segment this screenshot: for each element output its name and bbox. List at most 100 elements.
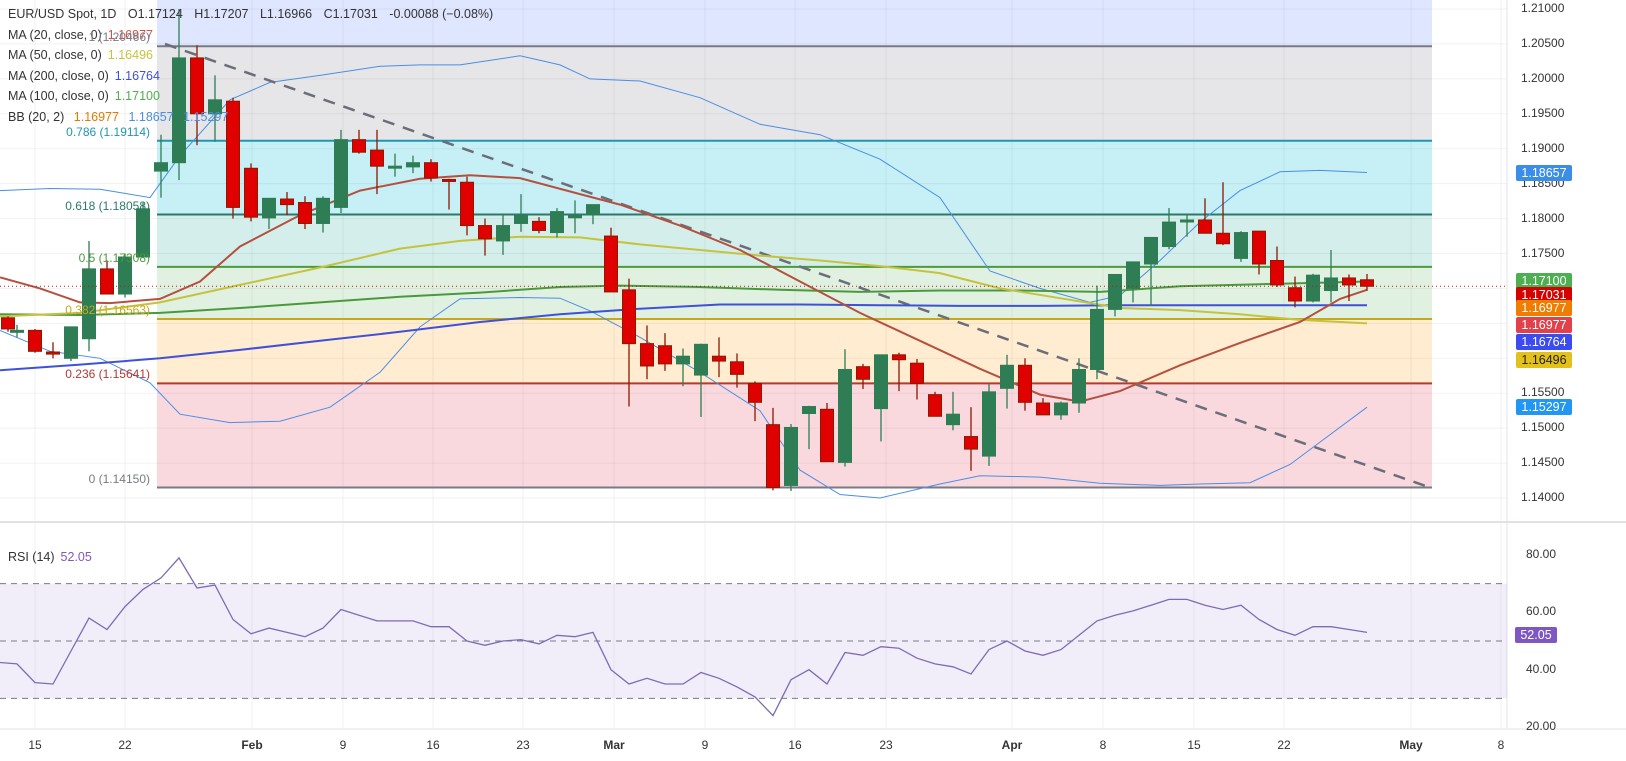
ma200-line: [0, 303, 1367, 372]
rsi-value: 52.05: [60, 550, 92, 564]
candle-bearish: [856, 366, 870, 380]
candle-bullish: [982, 391, 996, 457]
candle-bullish: [784, 426, 798, 486]
candle-bullish: [802, 406, 816, 414]
candle-bearish: [100, 268, 114, 295]
rsi-line: [0, 556, 1368, 717]
candle-bullish: [334, 139, 348, 208]
candle-bearish: [1270, 259, 1284, 286]
indicator-label: BB (20, 2): [8, 109, 65, 124]
indicator-label: MA (200, close, 0): [8, 68, 109, 83]
indicator-ma100[interactable]: MA (100, close, 0) 1.17100: [8, 86, 493, 107]
candle-bullish: [316, 197, 330, 224]
time-tick-label: Mar: [603, 738, 625, 752]
candle-bearish: [532, 220, 546, 231]
bb-upper-value: 1.18657: [128, 109, 174, 124]
time-tick-label: 9: [339, 738, 347, 752]
candle-bullish: [262, 197, 276, 219]
fib-level-label: 0.786 (1.19114): [66, 124, 150, 139]
price-tick-label: 1.20000: [1521, 70, 1565, 85]
symbol-title: EUR/USD Spot, 1D: [8, 7, 117, 21]
indicator-bb[interactable]: BB (20, 2) 1.16977 1.18657 1.15297: [8, 107, 493, 128]
fib-zone: [157, 140, 1432, 215]
candle-bullish: [838, 368, 852, 463]
close-value: C1.17031: [323, 7, 378, 21]
candle-bullish: [496, 225, 510, 242]
candle-bullish: [586, 204, 600, 215]
time-tick-label: Feb: [241, 738, 263, 752]
candle-bullish: [136, 208, 150, 258]
candle-bullish: [406, 162, 420, 168]
candle-bullish: [1090, 308, 1104, 370]
fib-level-label: 0.236 (1.15641): [65, 367, 150, 382]
candle-bearish: [712, 355, 726, 362]
price-tick-label: 1.18000: [1521, 210, 1565, 225]
indicator-ma200[interactable]: MA (200, close, 0) 1.16764: [8, 66, 493, 87]
indicator-label: MA (100, close, 0): [8, 89, 109, 103]
candle-bearish: [604, 235, 618, 293]
candle-bearish: [1198, 219, 1212, 234]
price-tick-label: 1.14500: [1521, 455, 1565, 470]
price-tick-label: 1.21000: [1521, 1, 1565, 15]
time-tick-label: 22: [1277, 738, 1291, 752]
candle-bearish: [658, 345, 672, 365]
trendline: [164, 42, 1431, 489]
time-tick-label: 23: [516, 738, 530, 752]
rsi-label: RSI (14): [8, 550, 55, 564]
candle-bearish: [730, 361, 744, 375]
candle-bearish: [640, 343, 654, 367]
indicator-ma20[interactable]: MA (20, close, 0) 1.16977: [8, 25, 493, 46]
candle-bearish: [1288, 287, 1302, 302]
candle-bearish: [748, 382, 762, 403]
candle-bullish: [694, 343, 708, 376]
fib-level-label: 0 (1.14150): [88, 471, 150, 486]
time-tick-label: 16: [426, 738, 440, 752]
ma50-line: [0, 235, 1368, 325]
candle-bearish: [460, 181, 474, 227]
change-value: -0.00088 (−0.08%): [389, 7, 494, 21]
fib-zone: [157, 46, 1432, 141]
indicator-value: 1.17100: [114, 89, 160, 103]
low-value: L1.16966: [259, 7, 313, 21]
time-tick-label: 8: [1497, 738, 1505, 752]
candle-bearish: [820, 408, 834, 463]
open-value: O1.17124: [127, 7, 183, 21]
time-tick-label: 15: [28, 738, 42, 752]
candle-bullish: [208, 99, 222, 115]
fib-level-label: 0.382 (1.16563): [65, 302, 150, 317]
rsi-tick-label: 60.00: [1526, 604, 1557, 619]
rsi-legend[interactable]: RSI (14) 52.05: [8, 550, 92, 564]
candle-bearish: [892, 354, 906, 361]
candle-bearish: [1216, 232, 1230, 245]
time-tick-label: May: [1399, 738, 1423, 752]
candle-bullish: [1306, 274, 1320, 302]
indicator-label: MA (50, close, 0): [8, 48, 102, 62]
candle-bearish: [28, 329, 42, 352]
candle-bullish: [1324, 277, 1338, 292]
candle-bearish: [244, 167, 258, 218]
fib-zone: [157, 266, 1432, 319]
candle-bullish: [1144, 236, 1158, 265]
candle-bullish: [514, 215, 528, 224]
time-tick-label: 23: [879, 738, 893, 752]
candle-bullish: [10, 329, 24, 333]
price-tick-label: 1.17500: [1521, 245, 1565, 260]
rsi-tick-label: 80.00: [1526, 547, 1557, 561]
ma20-line: [0, 174, 1368, 403]
candle-bearish: [46, 351, 60, 355]
candle-bearish: [928, 394, 942, 417]
indicator-ma50[interactable]: MA (50, close, 0) 1.16496: [8, 45, 493, 66]
candle-bullish: [874, 354, 888, 410]
candle-bearish: [190, 57, 204, 115]
candle-bearish: [298, 202, 312, 224]
time-tick-label: 8: [1099, 738, 1107, 752]
price-tick-label: 1.19500: [1521, 105, 1565, 120]
time-tick-label: 15: [1187, 738, 1201, 752]
high-value: H1.17207: [194, 7, 249, 21]
rsi-tick-label: 20.00: [1526, 719, 1557, 734]
candle-bearish: [226, 100, 240, 208]
indicator-label: MA (20, close, 0): [8, 27, 102, 42]
symbol-ohlc-row: EUR/USD Spot, 1D O1.17124 H1.17207 L1.16…: [8, 4, 493, 25]
candle-bullish: [676, 355, 690, 365]
